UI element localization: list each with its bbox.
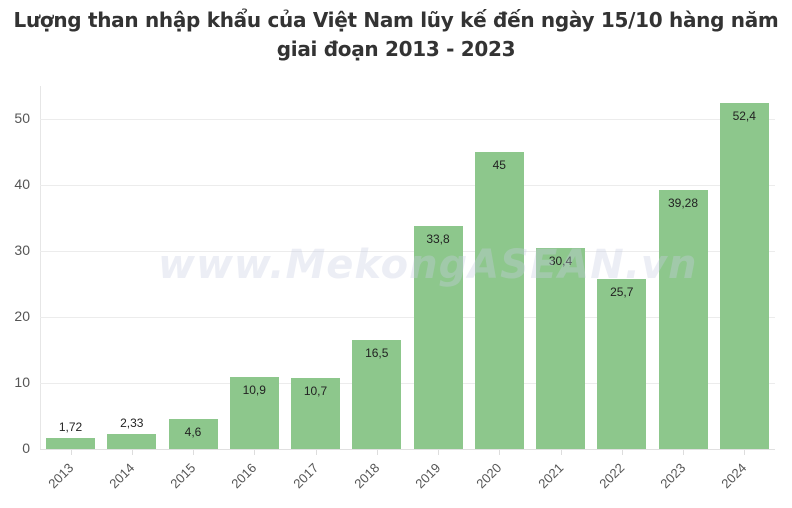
bar-2018[interactable] bbox=[352, 340, 402, 449]
x-tick-mark bbox=[683, 450, 684, 455]
gridline bbox=[40, 119, 775, 120]
x-tick-label: 2023 bbox=[657, 460, 689, 492]
x-tick-mark bbox=[315, 450, 317, 455]
x-tick-label: 2017 bbox=[289, 460, 321, 492]
x-tick-mark bbox=[560, 450, 562, 455]
chart-title-line-1: Lượng than nhập khẩu của Việt Nam lũy kế… bbox=[13, 8, 779, 32]
chart-title-line-2: giai đoạn 2013 - 2023 bbox=[276, 37, 516, 61]
x-tick-label: 2016 bbox=[228, 460, 260, 492]
x-tick-mark bbox=[131, 450, 133, 455]
x-tick-mark bbox=[70, 450, 72, 455]
y-tick-label: 10 bbox=[14, 374, 30, 390]
bar-2017[interactable] bbox=[291, 378, 340, 449]
x-tick-mark bbox=[744, 450, 746, 455]
x-tick-label: 2021 bbox=[534, 460, 566, 492]
bar-value-label: 39,28 bbox=[667, 195, 699, 210]
y-tick-label: 50 bbox=[14, 110, 30, 126]
x-tick-label: 2024 bbox=[718, 460, 750, 492]
x-tick-label: 2019 bbox=[412, 460, 444, 492]
bar-2015[interactable] bbox=[168, 418, 218, 449]
x-tick-mark bbox=[621, 450, 623, 455]
x-tick-mark bbox=[438, 450, 439, 455]
x-tick-label: 2020 bbox=[473, 460, 505, 492]
bar-value-label: 16,5 bbox=[365, 346, 389, 361]
y-tick-label: 40 bbox=[14, 176, 30, 192]
y-tick-label: 0 bbox=[22, 440, 30, 456]
bar-2013[interactable] bbox=[46, 437, 95, 449]
bar-value-label: 33,8 bbox=[426, 231, 450, 246]
x-tick-label: 2022 bbox=[595, 460, 628, 492]
bar-2021[interactable] bbox=[536, 248, 585, 449]
bar-value-label: 30,4 bbox=[548, 254, 573, 269]
bar-2022[interactable] bbox=[597, 279, 647, 449]
gridline bbox=[40, 185, 775, 186]
bar-2024[interactable] bbox=[719, 103, 769, 449]
x-tick-label: 2014 bbox=[105, 460, 138, 492]
x-tick-label: 2018 bbox=[350, 460, 383, 492]
bar-value-label: 45 bbox=[492, 158, 506, 172]
x-tick-mark bbox=[376, 450, 378, 455]
bar-value-label: 4,6 bbox=[184, 424, 202, 439]
x-tick-label: 2013 bbox=[44, 460, 76, 492]
x-tick-mark bbox=[254, 450, 256, 455]
bar-value-label: 10,7 bbox=[303, 384, 328, 399]
bar-2023[interactable] bbox=[658, 189, 708, 449]
bar-2020[interactable] bbox=[474, 152, 524, 449]
x-tick-mark bbox=[193, 450, 194, 455]
chart-title: Lượng than nhập khẩu của Việt Nam lũy kế… bbox=[0, 6, 792, 64]
x-tick-mark bbox=[499, 450, 501, 455]
bar-2014[interactable] bbox=[107, 433, 157, 449]
bar-2019[interactable] bbox=[413, 225, 463, 449]
gridline bbox=[40, 383, 775, 384]
bar-value-label: 25,7 bbox=[610, 285, 634, 300]
bar-value-label: 1,72 bbox=[58, 419, 83, 434]
y-axis-line bbox=[40, 86, 41, 450]
bar-value-label: 2,33 bbox=[120, 415, 144, 430]
bar-value-label: 52,4 bbox=[732, 109, 756, 124]
y-tick-label: 20 bbox=[14, 308, 30, 324]
x-axis-line bbox=[40, 449, 775, 450]
gridline bbox=[40, 251, 775, 252]
y-tick-label: 30 bbox=[14, 242, 30, 258]
bar-2016[interactable] bbox=[229, 377, 279, 449]
x-tick-label: 2015 bbox=[167, 460, 199, 492]
gridline bbox=[40, 317, 775, 318]
bar-value-label: 10,9 bbox=[242, 383, 266, 398]
